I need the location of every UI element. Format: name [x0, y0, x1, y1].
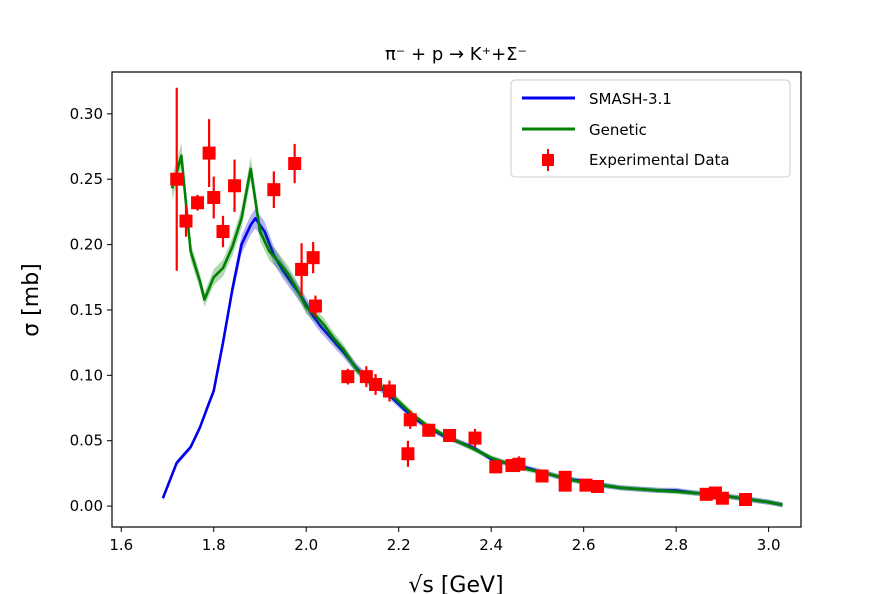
- experimental-marker: [489, 460, 503, 474]
- x-tick-label: 1.6: [109, 536, 133, 554]
- x-tick-label: 2.4: [479, 536, 503, 554]
- y-axis: 0.00 0.05 0.10 0.15 0.20 0.25 0.30: [70, 105, 112, 515]
- x-tick-label: 3.0: [757, 536, 781, 554]
- x-axis-label: √s [GeV]: [408, 573, 503, 594]
- experimental-marker: [739, 493, 753, 507]
- experimental-data-point: [382, 380, 396, 402]
- x-tick-label: 1.8: [202, 536, 226, 554]
- experimental-data-point: [306, 241, 320, 274]
- experimental-data-point: [558, 478, 572, 492]
- legend-box: [510, 79, 791, 178]
- experimental-data-point: [369, 374, 383, 395]
- experimental-marker: [306, 251, 320, 265]
- experimental-data-point: [228, 159, 242, 212]
- experimental-marker: [295, 262, 309, 276]
- experimental-marker: [191, 196, 205, 210]
- x-tick-label: 2.8: [664, 536, 688, 554]
- experimental-data-point: [535, 469, 549, 483]
- experimental-marker: [422, 423, 436, 437]
- experimental-data-point: [739, 493, 753, 507]
- y-tick-label: 0.00: [70, 497, 103, 515]
- y-tick-label: 0.30: [70, 105, 103, 123]
- experimental-marker: [179, 214, 193, 228]
- experimental-data-point: [341, 368, 355, 385]
- experimental-data-point: [216, 215, 230, 248]
- experimental-data-point: [715, 491, 729, 505]
- experimental-marker: [535, 469, 549, 483]
- experimental-marker: [216, 225, 230, 239]
- experimental-data-point: [267, 171, 281, 208]
- y-tick-label: 0.10: [70, 366, 103, 384]
- y-tick-label: 0.20: [70, 236, 103, 254]
- experimental-data-point: [295, 243, 309, 296]
- experimental-marker: [382, 384, 396, 398]
- experimental-data-point: [170, 87, 184, 271]
- experimental-marker: [170, 172, 184, 186]
- legend-label-smash: SMASH-3.1: [589, 90, 672, 108]
- experimental-marker: [228, 179, 242, 193]
- x-tick-label: 2.0: [294, 536, 318, 554]
- experimental-marker: [468, 431, 482, 445]
- experimental-marker: [579, 478, 593, 492]
- y-tick-label: 0.05: [70, 432, 103, 450]
- experimental-marker: [207, 191, 221, 205]
- experimental-marker: [401, 447, 415, 461]
- experimental-marker: [202, 146, 216, 160]
- x-tick-label: 2.6: [572, 536, 596, 554]
- experimental-data-point: [288, 143, 302, 184]
- experimental-marker: [308, 299, 322, 313]
- experimental-marker: [558, 478, 572, 492]
- experimental-marker: [591, 479, 605, 493]
- experimental-data-point: [591, 479, 605, 493]
- y-tick-label: 0.15: [70, 301, 103, 319]
- experimental-data-point: [401, 440, 415, 467]
- experimental-marker: [267, 183, 281, 197]
- experimental-data-point: [468, 428, 482, 448]
- experimental-data-point: [207, 176, 221, 219]
- experimental-marker: [443, 428, 457, 442]
- x-axis: 1.6 1.8 2.0 2.2 2.4 2.6 2.8 3.0: [109, 527, 781, 554]
- experimental-marker: [341, 370, 355, 384]
- legend: SMASH-3.1 Genetic Experimental Data: [510, 79, 791, 178]
- experimental-data-point: [489, 460, 503, 474]
- experimental-marker: [288, 157, 302, 171]
- experimental-data-point: [179, 205, 193, 237]
- experimental-marker: [715, 491, 729, 505]
- legend-label-experimental: Experimental Data: [589, 151, 730, 169]
- plot-area: [161, 87, 783, 508]
- experimental-data-point: [202, 119, 216, 188]
- legend-experimental-marker: [542, 154, 554, 166]
- y-tick-label: 0.25: [70, 170, 103, 188]
- experimental-data-point: [512, 456, 526, 473]
- experimental-marker: [403, 413, 417, 427]
- experimental-data-point: [579, 478, 593, 492]
- experimental-data-point: [191, 194, 205, 211]
- x-tick-label: 2.2: [387, 536, 411, 554]
- experimental-data-point: [308, 295, 322, 317]
- plot-frame: [111, 71, 802, 528]
- experimental-marker: [369, 377, 383, 391]
- experimental-data-point: [403, 410, 417, 429]
- experimental-marker: [512, 457, 526, 471]
- chart-title: π⁻ + p → K⁺+Σ⁻: [385, 44, 527, 65]
- y-axis-label: σ [mb]: [19, 263, 44, 337]
- legend-label-genetic: Genetic: [589, 121, 647, 139]
- experimental-data-point: [422, 423, 436, 437]
- experimental-data-point: [443, 428, 457, 443]
